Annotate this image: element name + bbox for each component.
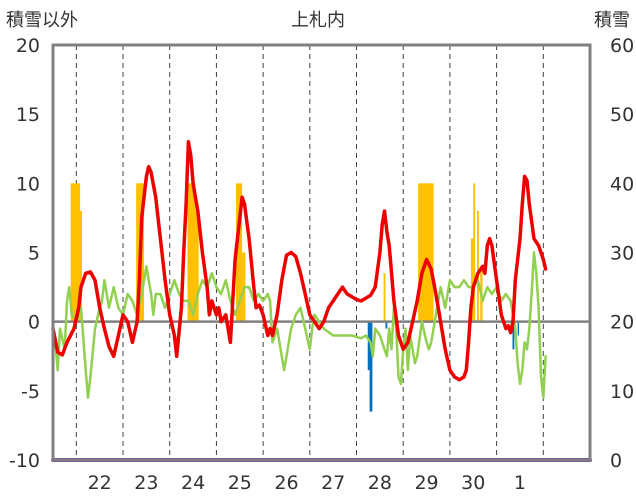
x-tick-label: 30 [461, 472, 485, 494]
bar [418, 183, 434, 322]
bar [473, 183, 476, 322]
right-tick-label: 60 [610, 35, 634, 57]
plot-frame [51, 43, 592, 462]
left-tick-label: 20 [16, 35, 40, 57]
series-line [51, 251, 547, 400]
series-line [51, 140, 548, 382]
x-tick-label: 26 [274, 472, 298, 494]
left-tick-label: 15 [16, 104, 40, 126]
x-tick-label: 27 [321, 472, 345, 494]
left-tick-label: -5 [21, 381, 40, 403]
left-tick-label: 0 [28, 312, 40, 334]
bar [195, 211, 199, 322]
bar [78, 211, 82, 322]
bar [236, 183, 243, 322]
bar [187, 183, 196, 322]
left-axis-title: 積雪以外 [6, 10, 78, 31]
right-tick-label: 10 [610, 381, 634, 403]
left-tick-label: 5 [28, 243, 40, 265]
x-tick-label: 29 [414, 472, 438, 494]
right-tick-label: 0 [610, 450, 622, 472]
left-tick-label: -10 [9, 450, 40, 472]
bar [517, 321, 520, 336]
bar [385, 321, 388, 329]
right-tick-label: 20 [610, 312, 634, 334]
left-y-axis: -10 -5 0 5 10 15 20 [9, 35, 40, 472]
bar [369, 321, 373, 412]
bar [70, 183, 81, 322]
x-tick-label: 1 [514, 472, 526, 494]
x-axis: 22 23 24 25 26 27 28 29 30 1 [88, 472, 526, 494]
right-y-axis: 0 10 20 30 40 50 60 [610, 35, 634, 472]
x-tick-label: 23 [134, 472, 158, 494]
bar [470, 238, 474, 322]
x-tick-label: 24 [181, 472, 205, 494]
left-tick-label: 10 [16, 173, 40, 195]
vertical-grid [75, 45, 544, 460]
bar [476, 211, 479, 322]
x-tick-label: 25 [228, 472, 252, 494]
right-tick-label: 30 [610, 243, 634, 265]
bar [383, 273, 386, 322]
bar [512, 321, 515, 350]
x-tick-label: 28 [368, 472, 392, 494]
right-tick-label: 50 [610, 104, 634, 126]
x-tick-label: 22 [88, 472, 112, 494]
right-tick-label: 40 [610, 173, 634, 195]
right-axis-title: 積雪 [594, 10, 630, 31]
line-series [51, 140, 592, 462]
chart-title: 上札内 [291, 10, 345, 31]
